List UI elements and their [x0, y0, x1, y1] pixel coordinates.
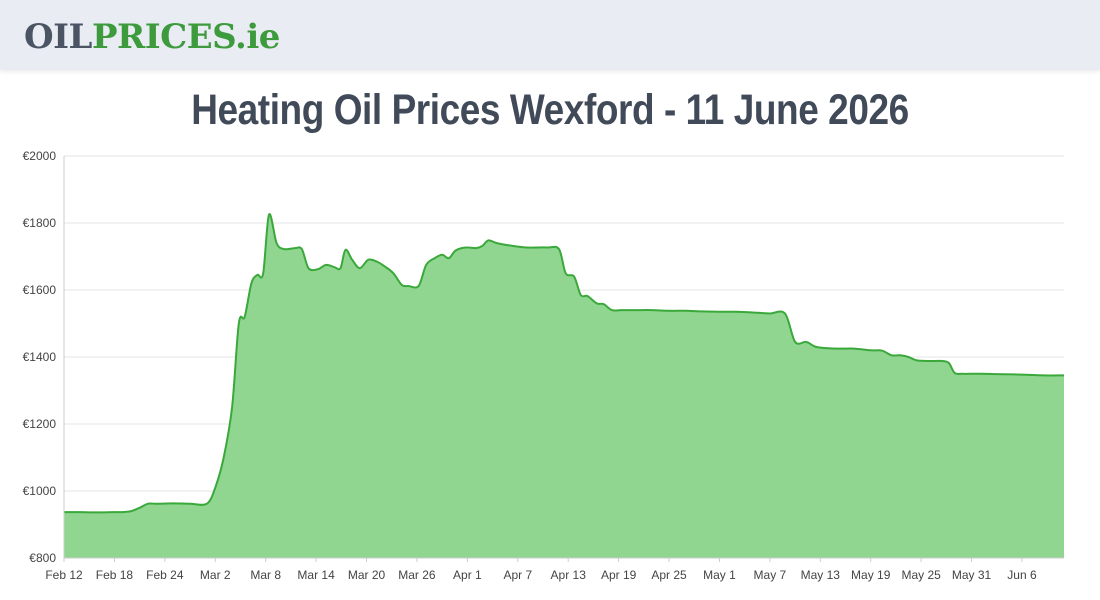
- x-tick-label: May 13: [801, 568, 841, 582]
- x-tick-label: Mar 8: [250, 568, 281, 582]
- price-chart: €800 €1000 €1200 €1400 €1600 €1800 €2000 Feb 12…: [23, 149, 1065, 582]
- x-tick-label: May 19: [851, 568, 891, 582]
- x-tick-label: Mar 14: [297, 568, 335, 582]
- x-tick-label: Apr 7: [503, 568, 532, 582]
- y-tick-label: €2000: [23, 149, 57, 163]
- price-area: [64, 214, 1064, 558]
- y-tick-label: €1800: [23, 216, 57, 230]
- x-tick-label: Apr 25: [651, 568, 687, 582]
- logo-oil-text: OIL: [24, 17, 92, 57]
- x-tick-label: May 31: [952, 568, 992, 582]
- top-bar: OILPRICES.ie: [0, 0, 1100, 70]
- x-tick-label: Apr 19: [601, 568, 637, 582]
- x-tick-label: Apr 13: [551, 568, 587, 582]
- y-tick-label: €1000: [23, 484, 57, 498]
- x-tick-label: Feb 24: [146, 568, 184, 582]
- x-tick-label: Mar 26: [398, 568, 436, 582]
- price-line: [63, 213, 1065, 514]
- logo-prices-text: PRICES: [91, 17, 236, 57]
- x-tick-label: May 25: [901, 568, 941, 582]
- page-title: Heating Oil Prices Wexford - 11 June 202…: [191, 86, 909, 134]
- y-tick-label: €1200: [23, 417, 57, 431]
- x-tick-label: May 1: [703, 568, 736, 582]
- logo-ie-text: .ie: [234, 17, 280, 57]
- y-tick-label: €1400: [23, 350, 57, 364]
- y-tick-label: €800: [29, 551, 56, 565]
- x-tick-label: Mar 2: [200, 568, 231, 582]
- x-tick-label: Mar 20: [348, 568, 386, 582]
- x-tick-label: May 7: [754, 568, 787, 582]
- x-tick-label: Feb 12: [45, 568, 83, 582]
- x-tick-label: Apr 1: [453, 568, 482, 582]
- x-tick-label: Feb 18: [96, 568, 134, 582]
- y-tick-label: €1600: [23, 283, 57, 297]
- site-logo[interactable]: OILPRICES.ie: [24, 14, 280, 60]
- x-tick-label: Jun 6: [1007, 568, 1037, 582]
